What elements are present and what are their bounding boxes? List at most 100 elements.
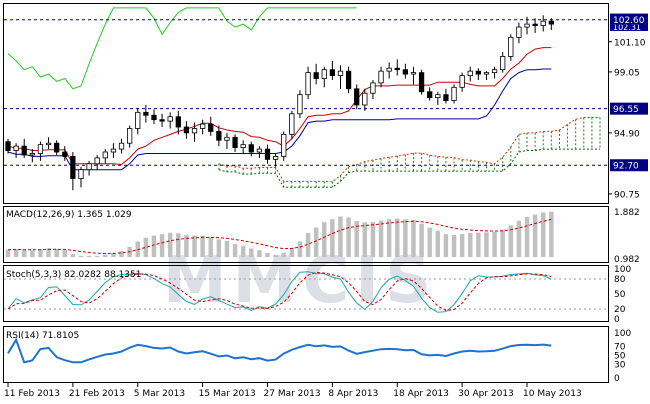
macd-bar [549, 211, 554, 258]
candle-body [143, 111, 149, 116]
stoch-panel-frame [3, 265, 609, 322]
macd-bar [5, 249, 11, 258]
price-panel-frame [3, 3, 609, 204]
candle-body [232, 136, 238, 149]
macd-bar [338, 216, 343, 258]
x-tick-label: 10 May 2013 [523, 389, 582, 399]
macd-bar [265, 253, 270, 258]
candle-body [467, 70, 473, 76]
macd-bar [322, 222, 327, 258]
macd-bar [13, 249, 19, 258]
x-tick-label: 11 Feb 2013 [4, 389, 60, 399]
candle-body [418, 72, 425, 93]
y-tick-label: 90.75 [614, 190, 640, 200]
candle-body [500, 56, 506, 71]
x-tick-label: 18 Apr 2013 [393, 389, 449, 399]
price-level-tag [610, 102, 648, 115]
macd-bar [78, 255, 84, 258]
stoch-y-label: 0 [614, 315, 620, 325]
candle-body [29, 153, 35, 156]
current-price-label: 102.31 [613, 23, 641, 32]
price-level-tag [610, 159, 648, 172]
candle-body [548, 20, 554, 25]
candle-body [21, 145, 27, 156]
candle-body [475, 70, 481, 75]
candle-body [78, 169, 84, 179]
macd-bar [484, 232, 489, 258]
macd-bar [516, 220, 522, 258]
macd-bar [313, 227, 319, 258]
macd-bar [192, 235, 197, 258]
stoch-y-label: 100 [614, 265, 631, 275]
candle-body [256, 148, 263, 153]
candle-body [337, 70, 344, 76]
macd-bar [273, 254, 278, 258]
candle-body [402, 69, 409, 75]
candle-body [62, 151, 68, 157]
macd-bar [94, 255, 100, 258]
candle-body [329, 69, 336, 76]
watermark: MMCIS [163, 244, 431, 318]
macd-y-label: 1.882 [614, 208, 640, 218]
macd-bar [297, 241, 303, 258]
price-series [4, 7, 608, 191]
current-price-tag [610, 22, 648, 31]
candle-body [451, 86, 457, 101]
x-tick-label: 15 Mar 2013 [199, 389, 256, 399]
macd-bar [427, 227, 432, 258]
candle-body [135, 111, 141, 129]
macd-bar [451, 235, 457, 258]
candle-body [208, 123, 214, 132]
macd-bar [224, 241, 230, 258]
macd-bar [443, 234, 449, 258]
candle-body [240, 144, 246, 149]
candle-body [483, 72, 490, 75]
price-level-label: 102.60 [613, 16, 645, 26]
candle-body [378, 70, 384, 84]
candle-body [183, 126, 190, 134]
candle-body [151, 114, 157, 121]
candle-body [443, 94, 449, 101]
macd-bar [151, 235, 157, 258]
price-level-tag [610, 13, 648, 25]
rsi-y-label: 50 [614, 352, 626, 362]
candle-body [110, 148, 117, 153]
macd-bar [362, 222, 368, 258]
macd-bar [257, 250, 262, 258]
candle-body [272, 156, 279, 160]
macd-bar [541, 212, 546, 258]
macd-panel-frame [3, 206, 609, 263]
candle-body [354, 88, 360, 106]
candle-body [118, 142, 125, 150]
macd-bar [30, 250, 35, 258]
stoch-y-label: 20 [614, 305, 626, 315]
macd-series [5, 211, 554, 258]
y-tick-label: 101.10 [614, 38, 646, 48]
macd-bar [184, 234, 189, 258]
candle-body [508, 36, 514, 57]
macd-bar [435, 230, 441, 258]
candle-body [394, 67, 400, 71]
senkou-a-line [218, 117, 600, 183]
candle-body [532, 23, 538, 26]
candle-body [5, 141, 11, 151]
candle-body [321, 69, 327, 79]
macd-bar [532, 214, 538, 258]
x-tick-label: 21 Feb 2013 [69, 389, 125, 399]
chikou-line [7, 7, 357, 90]
candle-body [345, 70, 352, 90]
candle-body [54, 142, 60, 153]
macd-bar [249, 248, 254, 258]
price-level-label: 96.55 [613, 105, 639, 115]
macd-bar [370, 222, 376, 258]
macd-bar [167, 232, 173, 258]
x-tick-label: 27 Mar 2013 [264, 389, 321, 399]
candle-body [362, 92, 368, 106]
candle-body [386, 67, 392, 72]
senkou-b-line [218, 148, 600, 188]
macd-label: MACD(12,26,9) 1.365 1.029 [6, 210, 132, 220]
rsi-label: RSI(14) 71.8105 [6, 331, 79, 341]
candle-body [86, 163, 92, 171]
